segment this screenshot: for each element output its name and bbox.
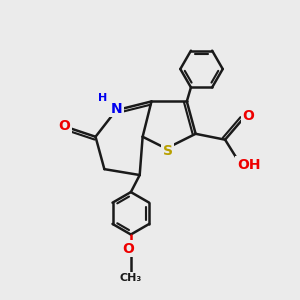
Text: OH: OH xyxy=(237,158,260,172)
Text: CH₃: CH₃ xyxy=(120,273,142,283)
Text: N: N xyxy=(110,102,122,116)
Text: H: H xyxy=(98,93,107,103)
Text: O: O xyxy=(243,109,255,123)
Text: S: S xyxy=(163,145,173,158)
Text: O: O xyxy=(59,119,70,134)
Text: O: O xyxy=(123,242,134,256)
